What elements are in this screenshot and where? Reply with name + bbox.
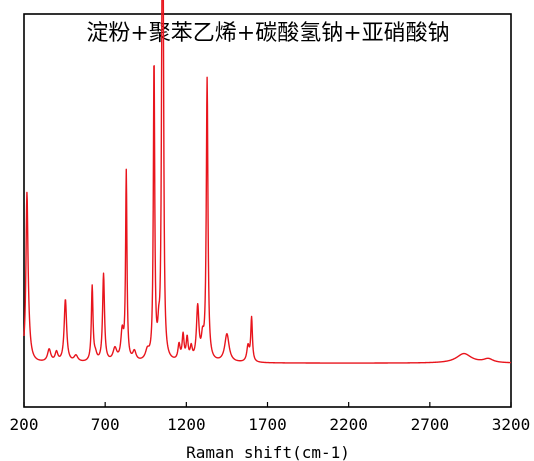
x-axis-ticks: 200 700 1200 1700 2200 2700 3200 — [10, 402, 531, 434]
x-tick-label: 700 — [91, 415, 120, 434]
chart-title: 淀粉+聚苯乙烯+碳酸氢钠+亚硝酸钠 — [86, 21, 449, 46]
x-tick-label: 1200 — [167, 415, 206, 434]
x-tick-label: 200 — [10, 415, 39, 434]
x-tick-label: 3200 — [492, 415, 531, 434]
x-tick-label: 2200 — [329, 415, 368, 434]
x-axis-label: Raman shift(cm-1) — [186, 443, 350, 461]
x-tick-label: 1700 — [248, 415, 287, 434]
x-tick-label: 2700 — [411, 415, 450, 434]
plot-frame — [23, 13, 512, 408]
series-line-0 — [23, 0, 512, 364]
series-layer — [23, 0, 512, 364]
